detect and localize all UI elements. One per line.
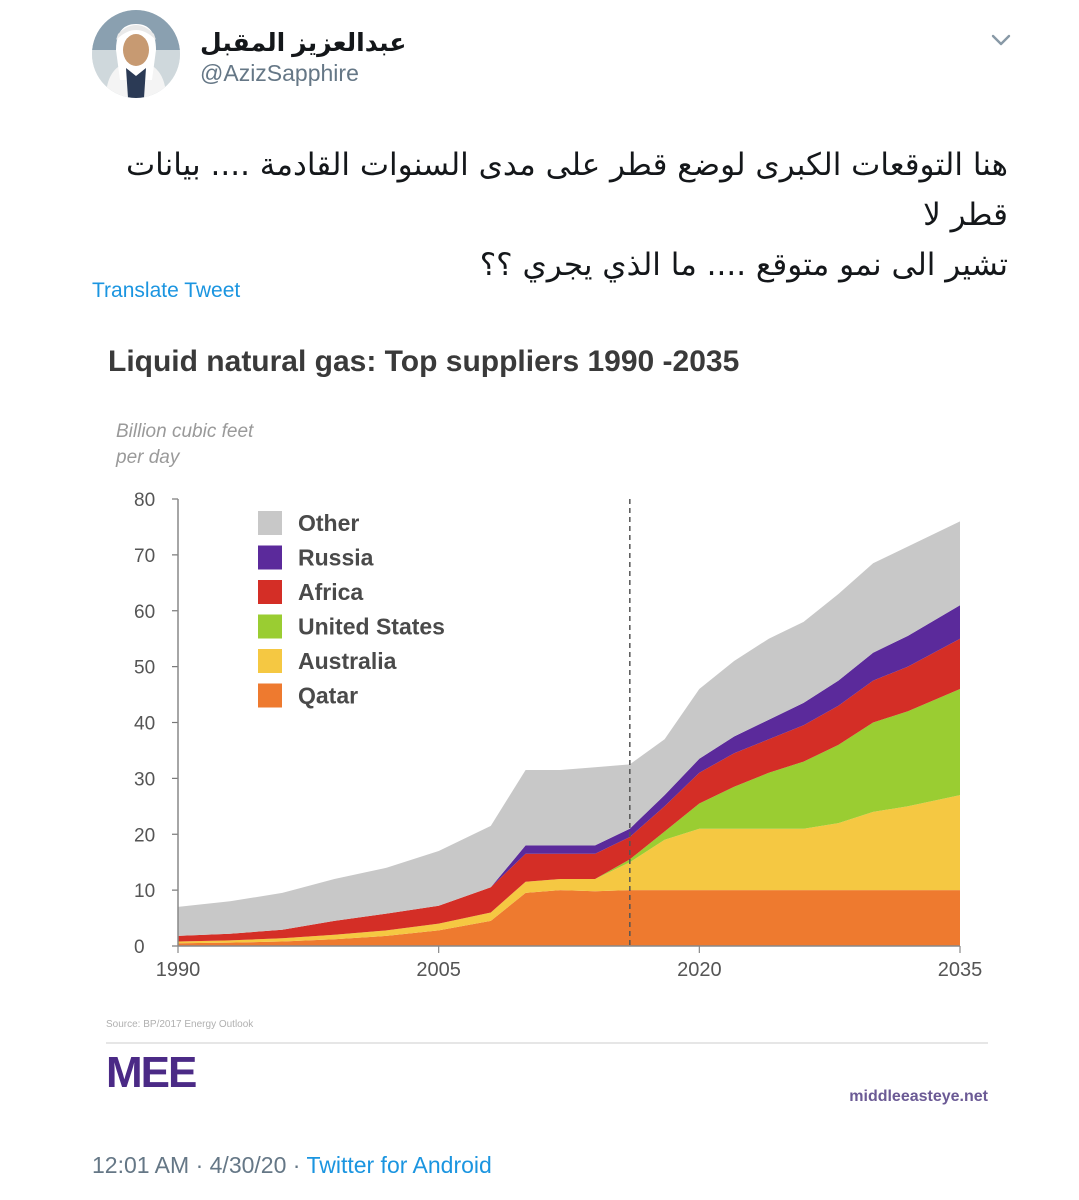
tweet-text-line: هنا التوقعات الكبرى لوضع قطر على مدى الس… (126, 147, 1008, 233)
legend-label: Qatar (298, 683, 358, 709)
site-url: middleeasteye.net (849, 1088, 988, 1105)
x-tick-label: 2035 (938, 959, 983, 981)
chart-title: Liquid natural gas: Top suppliers 1990 -… (108, 345, 739, 378)
y-tick-label: 0 (134, 937, 145, 958)
area-united-states (178, 689, 960, 942)
stacked-areas (178, 521, 960, 946)
display-name[interactable]: عبدالعزيز المقبل (200, 29, 407, 57)
legend-label: Other (298, 510, 359, 536)
axes: 1990 2005 2020 2035 (156, 499, 983, 981)
x-tick-label: 2020 (677, 959, 722, 981)
legend-swatch (258, 511, 282, 535)
y-tick-label: 20 (134, 825, 155, 846)
avatar[interactable] (92, 10, 180, 98)
y-axis-label-line1: Billion cubic feet (116, 421, 254, 442)
area-australia (178, 795, 960, 944)
legend-swatch (258, 545, 282, 570)
tweet-text-line: تشير الى نمو متوقع .... ما الذي يجري ؟؟ (479, 247, 1008, 283)
x-tick-label: 2005 (416, 959, 461, 981)
mee-logo: MEE (106, 1048, 198, 1097)
tweet-text: هنا التوقعات الكبرى لوضع قطر على مدى الس… (80, 140, 1008, 290)
legend-label: Russia (298, 545, 374, 571)
source-note: Source: BP/2017 Energy Outlook (106, 1019, 254, 1030)
x-tick-label: 1990 (156, 959, 201, 981)
legend-label: United States (298, 614, 445, 640)
y-tick-label: 50 (134, 658, 155, 679)
media-image[interactable]: Liquid natural gas: Top suppliers 1990 -… (92, 325, 1002, 1125)
tweet-time[interactable]: 12:01 AM (92, 1152, 190, 1178)
y-tick-label: 40 (134, 714, 155, 735)
separator: · (195, 1152, 204, 1178)
y-axis: 0 10 20 30 40 50 60 70 80 (134, 490, 178, 958)
area-qatar (178, 890, 960, 946)
legend: Other Russia Africa United States Australia Q… (258, 510, 445, 709)
mee-logo-text: MEE (106, 1048, 196, 1097)
avatar-photo (92, 10, 180, 98)
y-tick-label: 80 (134, 490, 155, 511)
tweet-meta: 12:01 AM · 4/30/20 · Twitter for Android (92, 1152, 492, 1179)
legend-swatch (258, 614, 282, 639)
tweet-date[interactable]: 4/30/20 (209, 1152, 287, 1178)
user-handle[interactable]: @AzizSapphire (200, 60, 359, 86)
legend-label: Australia (298, 648, 397, 674)
legend-swatch (258, 580, 282, 604)
translate-tweet-link[interactable]: Translate Tweet (92, 279, 241, 302)
y-tick-label: 30 (134, 769, 155, 790)
y-tick-label: 60 (134, 602, 155, 623)
chevron-down-icon[interactable] (986, 28, 1016, 52)
y-tick-label: 10 (134, 881, 155, 902)
tweet-source-link[interactable]: Twitter for Android (306, 1152, 492, 1178)
y-axis-label-line2: per day (115, 447, 181, 468)
area-other (178, 521, 960, 936)
legend-swatch (258, 683, 282, 708)
y-tick-label: 70 (134, 546, 155, 567)
chart: Liquid natural gas: Top suppliers 1990 -… (106, 345, 989, 1105)
legend-swatch (258, 649, 282, 673)
legend-label: Africa (298, 579, 363, 605)
separator: · (292, 1152, 301, 1178)
